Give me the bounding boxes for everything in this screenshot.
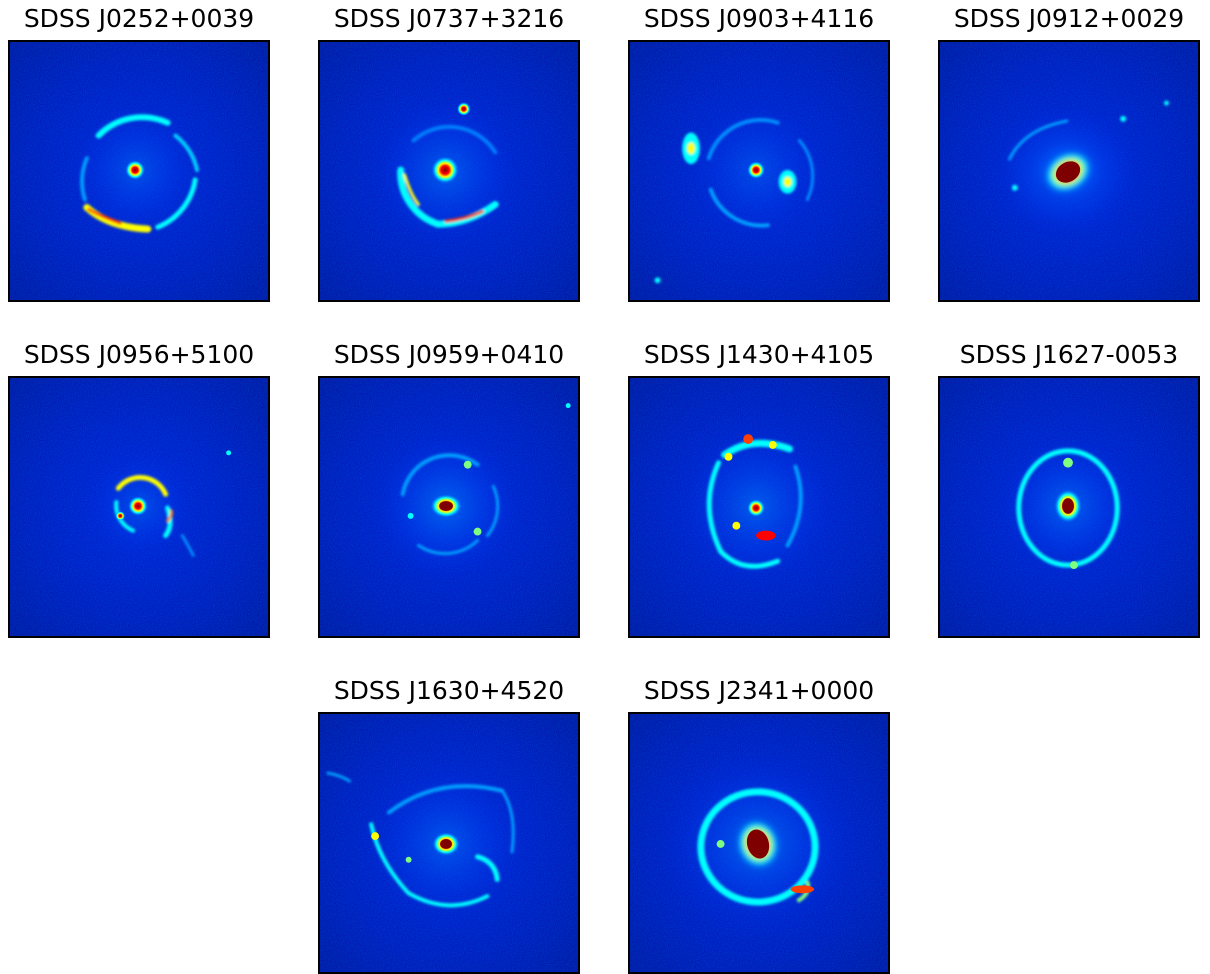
panel-title: SDSS J1430+4105: [643, 340, 875, 369]
lens-image: [938, 40, 1200, 302]
lens-image: [628, 712, 890, 974]
panel-title: SDSS J1630+4520: [333, 676, 565, 705]
panel-j0912: SDSS J0912+0029: [938, 0, 1200, 302]
panel-j0956: SDSS J0956+5100: [8, 336, 270, 638]
panel-j0252: SDSS J0252+0039: [8, 0, 270, 302]
panel-j0737: SDSS J0737+3216: [318, 0, 580, 302]
panel-title: SDSS J0912+0029: [953, 4, 1185, 33]
panel-j1430: SDSS J1430+4105: [628, 336, 890, 638]
panel-j0959: SDSS J0959+0410: [318, 336, 580, 638]
lens-image: [8, 40, 270, 302]
panel-j2341: SDSS J2341+0000: [628, 672, 890, 974]
lens-image: [938, 376, 1200, 638]
panel-title: SDSS J0903+4116: [643, 4, 875, 33]
panel-j0903: SDSS J0903+4116: [628, 0, 890, 302]
panel-title: SDSS J0737+3216: [333, 4, 565, 33]
panel-j1627: SDSS J1627-0053: [938, 336, 1200, 638]
lens-image: [318, 712, 580, 974]
lens-image: [628, 40, 890, 302]
lens-image: [318, 40, 580, 302]
panel-title: SDSS J0959+0410: [333, 340, 565, 369]
panel-title: SDSS J0252+0039: [23, 4, 255, 33]
lens-image: [628, 376, 890, 638]
panel-title: SDSS J0956+5100: [23, 340, 255, 369]
lens-image: [318, 376, 580, 638]
panel-title: SDSS J1627-0053: [959, 340, 1179, 369]
panel-title: SDSS J2341+0000: [643, 676, 875, 705]
panel-j1630: SDSS J1630+4520: [318, 672, 580, 974]
lens-image: [8, 376, 270, 638]
